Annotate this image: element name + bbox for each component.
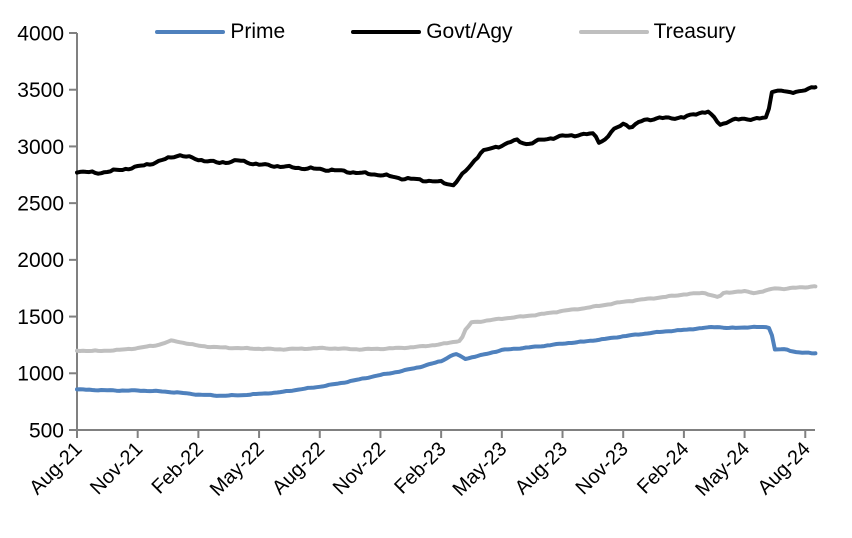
y-axis-tick-label: 3000 (17, 136, 64, 159)
legend-item-treasury: Treasury (578, 20, 736, 44)
x-axis-tick-label: Nov-22 (329, 438, 390, 499)
series-line-treasury (75, 284, 818, 353)
y-axis-tick-label: 3500 (17, 79, 64, 102)
x-axis-tick-label: Aug-21 (25, 438, 86, 499)
series-line-prime (75, 324, 818, 398)
y-axis-tick-label: 2000 (17, 249, 64, 272)
chart-legend: Prime Govt/Agy Treasury (77, 20, 814, 44)
series-line-govt-agy (75, 85, 818, 188)
legend-label-govt-agy: Govt/Agy (426, 20, 513, 43)
legend-label-prime: Prime (230, 20, 286, 43)
x-axis-tick-label: Nov-21 (86, 438, 147, 499)
x-axis-tick-label: Feb-23 (390, 438, 450, 498)
y-axis-tick-label: 1500 (17, 306, 64, 329)
x-axis-tick-label: May-24 (691, 438, 754, 501)
x-axis-tick-label: Aug-24 (754, 438, 815, 499)
x-axis-tick-label: Nov-23 (572, 438, 633, 499)
legend-item-govt-agy: Govt/Agy (351, 20, 513, 44)
x-axis-tick-label: Aug-22 (268, 438, 329, 499)
y-axis-tick-label: 4000 (17, 22, 64, 45)
y-axis-tick-label: 2500 (17, 192, 64, 215)
y-axis-tick-label: 500 (29, 419, 64, 442)
govt-agy-line-sample (351, 30, 422, 34)
x-axis-tick-label: May-23 (449, 438, 512, 501)
x-axis-tick-label: Feb-22 (148, 438, 208, 498)
prime-line-sample (155, 30, 226, 34)
treasury-line-sample (578, 30, 649, 34)
x-axis-tick-label: Aug-23 (511, 438, 572, 499)
legend-label-treasury: Treasury (653, 20, 736, 43)
legend-item-prime: Prime (155, 20, 285, 44)
x-axis-tick-label: May-22 (206, 438, 269, 501)
y-axis-tick-label: 1000 (17, 363, 64, 386)
x-axis-tick-label: Feb-24 (633, 438, 693, 498)
